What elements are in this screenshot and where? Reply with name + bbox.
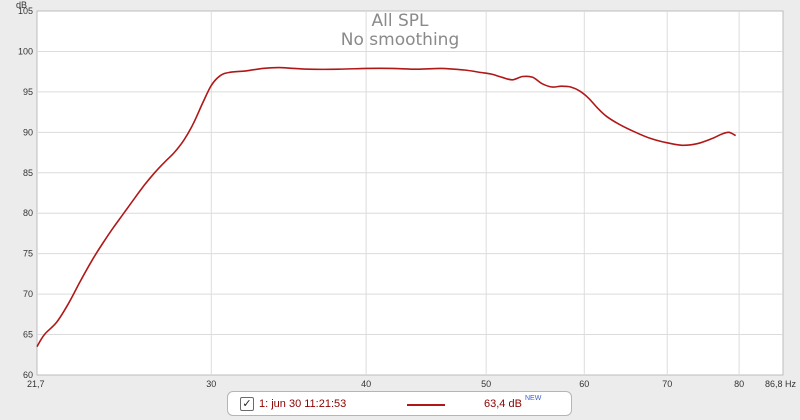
spl-series-line	[36, 66, 737, 348]
y-tick-label: 80	[23, 208, 33, 218]
x-tick-label: 50	[481, 379, 491, 389]
y-tick-label: 65	[23, 330, 33, 340]
grid-lines	[37, 11, 783, 375]
plot-area	[36, 10, 784, 376]
y-tick-label: 70	[23, 289, 33, 299]
series-color-swatch	[407, 404, 445, 406]
measurement-value: 63,4 dB	[484, 398, 522, 410]
chart-title: All SPL	[372, 11, 430, 31]
y-tick-label: 85	[23, 168, 33, 178]
y-tick-label: 90	[23, 127, 33, 137]
new-badge: NEW	[525, 395, 542, 402]
x-tick-label: 21,7	[27, 379, 45, 389]
measurement-visibility-checkbox[interactable]: ✓	[240, 397, 254, 411]
chart-subtitle: No smoothing	[341, 30, 459, 50]
y-tick-label: 60	[23, 370, 33, 380]
x-tick-label: 30	[206, 379, 216, 389]
x-tick-label: 70	[662, 379, 672, 389]
y-tick-label: 75	[23, 249, 33, 259]
x-tick-label: 40	[361, 379, 371, 389]
y-tick-label: 105	[18, 6, 33, 16]
y-tick-label: 100	[18, 46, 33, 56]
measurement-label: 1: jun 30 11:21:53	[259, 398, 347, 410]
y-axis-unit-label: dB	[16, 0, 27, 10]
x-tick-label: 80	[734, 379, 744, 389]
y-axis-ticks: 60 65 70 75 80 85 90 95 100 105	[18, 6, 33, 380]
legend-box: ✓ 1: jun 30 11:21:53 63,4 dB NEW	[227, 391, 572, 416]
y-tick-label: 95	[23, 87, 33, 97]
x-tick-label: 60	[579, 379, 589, 389]
x-axis-ticks: 21,7 30 40 50 60 70 80 86,8 Hz	[27, 379, 797, 389]
x-tick-label: 86,8 Hz	[765, 379, 797, 389]
